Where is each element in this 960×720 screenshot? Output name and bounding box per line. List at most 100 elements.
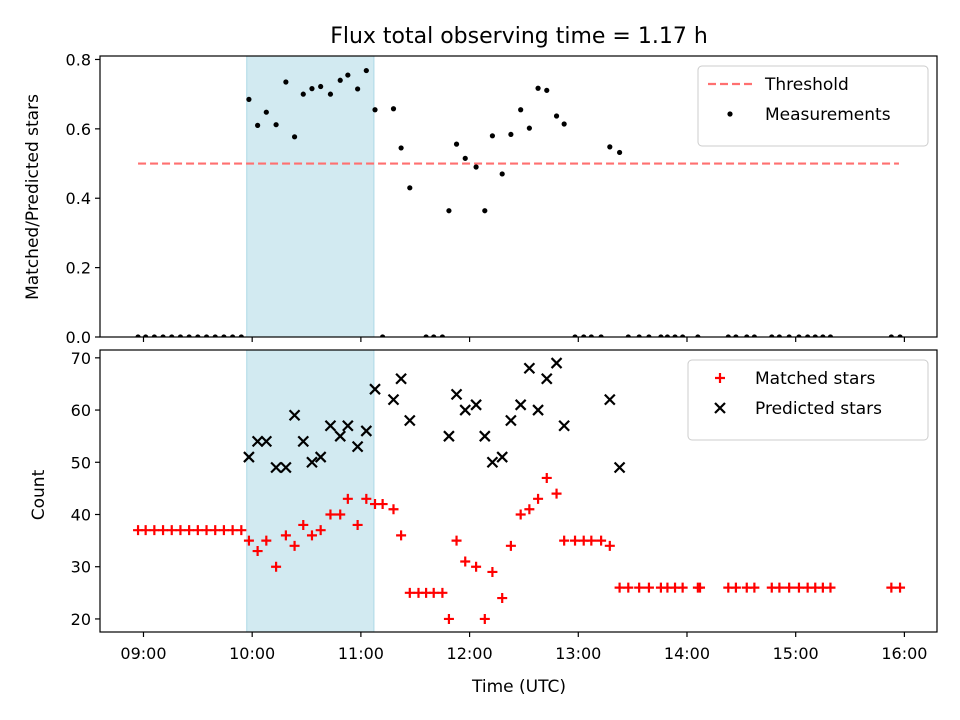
predicted-star-point <box>558 419 570 432</box>
measurement-point <box>598 334 604 337</box>
predicted-star-point <box>540 372 553 385</box>
measurement-point <box>309 86 315 92</box>
measurement-point <box>390 106 397 112</box>
axes-frame <box>99 349 938 633</box>
chart-title: Flux total observing time = 1.17 h <box>330 24 708 49</box>
measurement-point <box>769 334 775 337</box>
measurement-point <box>572 334 578 337</box>
matched-star-point <box>306 530 317 541</box>
predicted-star-point <box>532 404 544 416</box>
x-tick-label: 13:00 <box>555 644 601 663</box>
measurement-point <box>553 113 560 119</box>
matched-star-point <box>487 566 498 577</box>
measurement-point <box>273 122 279 128</box>
matched-star-point <box>749 582 760 593</box>
matched-star-point <box>677 582 688 593</box>
measurement-point <box>453 141 460 147</box>
y-tick-label: 0.8 <box>66 50 91 69</box>
y-tick-label: 0.2 <box>66 259 91 278</box>
measurement-point <box>489 133 496 139</box>
matched-star-point <box>192 525 203 536</box>
matched-star-point <box>140 525 151 536</box>
predicted-star-point <box>395 372 407 385</box>
matched-star-point <box>505 540 516 551</box>
measurement-point <box>337 77 343 83</box>
legend-box <box>697 65 929 147</box>
matched-star-point <box>271 561 282 572</box>
matched-star-point <box>825 582 836 593</box>
predicted-star-point <box>297 435 310 448</box>
legend: Threshold Measurements <box>697 65 929 147</box>
matched-star-point <box>243 535 254 546</box>
measurement-point <box>318 83 324 90</box>
measurement-point <box>733 334 739 337</box>
measurement-point <box>380 334 386 337</box>
predicted-star-point <box>604 393 616 406</box>
legend-measurement-swatch <box>727 111 733 117</box>
measurement-point <box>751 334 757 337</box>
measurement-point <box>439 334 446 337</box>
x-tick-label: 14:00 <box>664 644 710 663</box>
y-tick-label: 50 <box>71 453 91 472</box>
measurement-point <box>518 107 524 113</box>
matched-star-point <box>342 493 353 504</box>
predicted-star-point <box>496 451 508 463</box>
predicted-star-point <box>387 393 400 406</box>
measurement-point <box>786 334 792 337</box>
measurement-point <box>238 334 244 337</box>
predicted-star-point <box>486 456 499 469</box>
measurement-point <box>345 72 351 78</box>
measurement-point <box>725 334 731 337</box>
measurement-point <box>646 334 652 337</box>
matched-star-point <box>559 535 570 546</box>
matched-star-point <box>793 582 804 593</box>
matched-star-point <box>524 504 535 515</box>
measurement-point <box>508 131 514 138</box>
measurement-point <box>221 334 227 337</box>
measurement-point <box>203 334 210 337</box>
matched-star-point <box>227 525 238 536</box>
predicted-star-point <box>270 461 282 474</box>
matched-star-point <box>460 556 471 567</box>
measurement-point <box>300 91 306 97</box>
legend-predicted-swatch <box>714 402 726 414</box>
matched-star-point <box>604 540 615 551</box>
measurement-point <box>827 334 834 337</box>
measurement-point <box>473 164 479 170</box>
measurement-point <box>544 87 550 93</box>
matched-star-point <box>210 525 221 536</box>
y-tick-label: 0.6 <box>66 120 91 139</box>
measurement-point <box>327 91 334 97</box>
measurement-point <box>607 144 613 150</box>
matched-star-point <box>515 509 526 520</box>
predicted-star-point <box>479 430 491 442</box>
matched-star-point <box>451 535 462 546</box>
measurement-point <box>805 334 811 337</box>
matched-star-point <box>586 535 597 546</box>
matched-star-point <box>437 587 448 598</box>
matched-star-point <box>377 499 388 510</box>
predicted-star-point <box>324 419 337 432</box>
measurement-point <box>446 208 452 214</box>
measurement-point <box>143 334 149 337</box>
predicted-star-point <box>288 409 301 422</box>
matched-star-point <box>497 593 508 604</box>
matched-star-point <box>428 587 439 598</box>
matched-star-point <box>784 582 795 593</box>
matched-star-point <box>541 472 552 483</box>
predicted-star-point <box>280 461 292 474</box>
matched-star-point <box>261 535 272 546</box>
axes-frame <box>99 55 938 338</box>
matched-star-point <box>623 582 634 593</box>
matched-star-point <box>886 582 897 593</box>
legend: Matched stars Predicted stars <box>687 359 929 441</box>
predicted-star-point <box>514 399 527 411</box>
matched-star-point <box>643 582 654 593</box>
matched-star-point <box>634 582 645 593</box>
measurement-point <box>658 334 664 337</box>
measurement-point <box>135 334 141 337</box>
measurement-point <box>431 334 437 337</box>
measurement-point <box>625 334 631 337</box>
data-marks <box>135 67 903 337</box>
predicted-star-point <box>260 435 273 448</box>
